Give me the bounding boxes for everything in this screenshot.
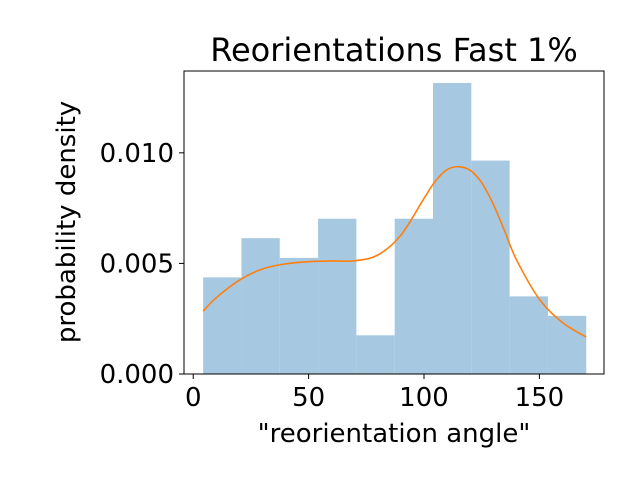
- bars-group: [203, 82, 587, 375]
- y-tick-label: 0.000: [100, 360, 174, 390]
- histogram-bar-8: [471, 160, 510, 374]
- histogram-bar-6: [394, 218, 433, 374]
- histogram-bar-5: [356, 335, 395, 374]
- x-axis-ticks: 0 50 100 150: [185, 374, 564, 413]
- x-axis-label: "reorientation angle": [258, 419, 531, 449]
- y-axis-ticks: 0.000 0.005 0.010: [100, 139, 184, 390]
- x-tick-label: 100: [399, 383, 449, 413]
- kde-curve: [202, 165, 587, 338]
- histogram-bar-2: [241, 238, 280, 374]
- chart-title: Reorientations Fast 1%: [210, 31, 578, 69]
- histogram-bar-4: [318, 218, 357, 374]
- x-tick-label: 50: [292, 383, 325, 413]
- plot-frame: [183, 70, 605, 375]
- y-tick-label: 0.010: [100, 139, 174, 169]
- x-tick-label: 0: [185, 383, 202, 413]
- x-tick-label: 150: [515, 383, 565, 413]
- histogram-bar-10: [547, 315, 587, 374]
- histogram-bar-3: [279, 257, 319, 374]
- y-tick-label: 0.005: [100, 249, 174, 279]
- histogram-bar-9: [509, 296, 548, 374]
- histogram-bar-7: [433, 82, 472, 375]
- y-axis-label: probability density: [52, 101, 82, 343]
